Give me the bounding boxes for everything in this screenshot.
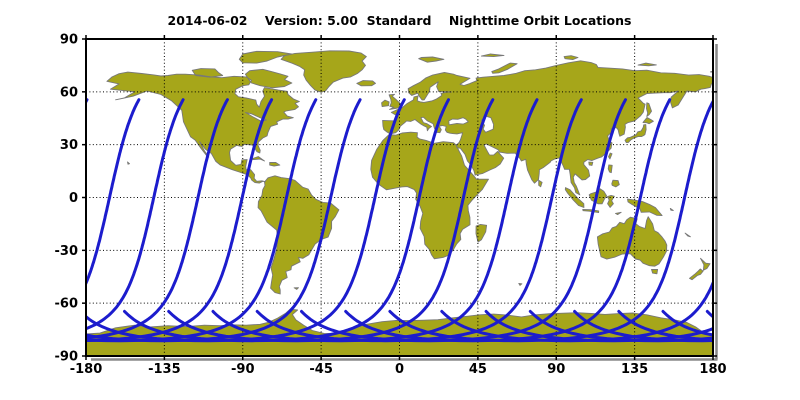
x-tick-label: 45	[469, 362, 487, 377]
y-tick-label: 30	[60, 138, 78, 153]
figure-title: 2014-06-02 Version: 5.00 Standard Nightt…	[167, 13, 632, 28]
x-tick-label: -45	[309, 362, 333, 377]
orbit-track	[86, 98, 229, 340]
y-tick-label: 60	[60, 85, 78, 100]
y-tick-label: 90	[60, 33, 78, 48]
x-tick-label: 180	[699, 362, 726, 377]
land-mass-path	[86, 50, 713, 356]
orbit-track	[86, 98, 185, 331]
y-tick-label: -60	[55, 297, 79, 312]
x-tick-label: 135	[621, 362, 648, 377]
x-tick-label: -135	[148, 362, 181, 377]
y-tick-label: -30	[55, 244, 79, 259]
orbit-track	[344, 98, 672, 343]
x-tick-label: -180	[70, 362, 103, 377]
orbit-track	[86, 98, 141, 287]
orbit-track	[388, 98, 713, 343]
x-tick-label: 90	[547, 362, 565, 377]
y-tick-label: 0	[69, 191, 78, 206]
orbit-track	[705, 309, 713, 319]
map-layer	[86, 39, 713, 356]
plot-frame	[85, 38, 714, 357]
y-tick-label: -90	[55, 350, 79, 365]
x-tick-label: -90	[231, 362, 255, 377]
x-tick-label: 0	[395, 362, 404, 377]
